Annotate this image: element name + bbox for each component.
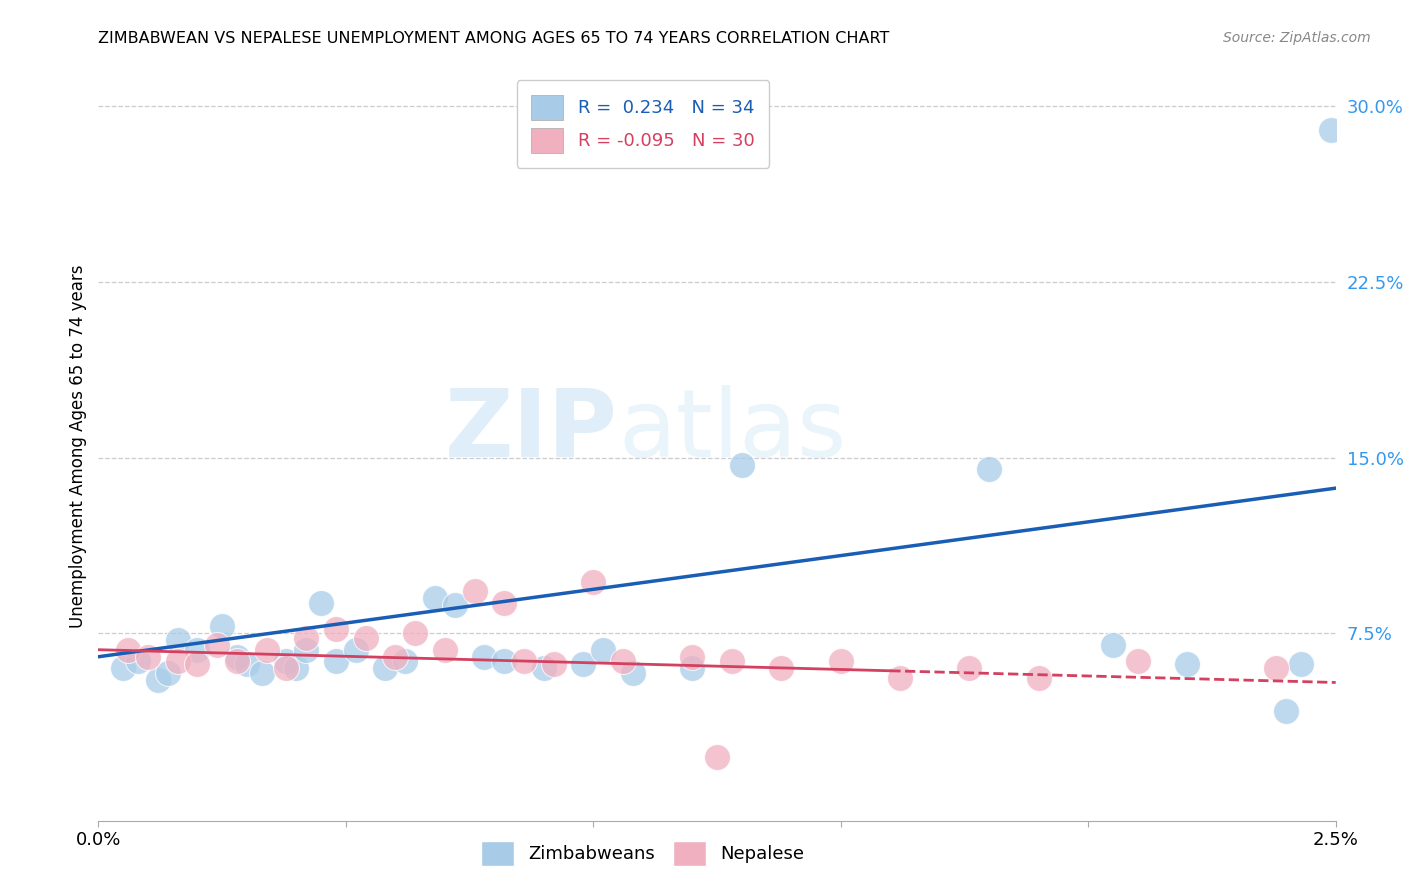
Point: [474, 649, 496, 664]
Point: [295, 642, 318, 657]
Point: [374, 661, 396, 675]
Point: [384, 649, 406, 664]
Point: [721, 655, 744, 669]
Point: [136, 649, 159, 664]
Point: [166, 655, 188, 669]
Point: [572, 657, 595, 671]
Point: [731, 458, 754, 472]
Point: [404, 626, 426, 640]
Legend: Zimbabweans, Nepalese: Zimbabweans, Nepalese: [468, 828, 817, 879]
Point: [276, 661, 298, 675]
Point: [681, 649, 703, 664]
Point: [959, 661, 981, 675]
Point: [1028, 671, 1050, 685]
Point: [117, 642, 139, 657]
Point: [1319, 123, 1341, 137]
Point: [186, 642, 208, 657]
Point: [533, 661, 555, 675]
Point: [236, 657, 259, 671]
Point: [295, 631, 318, 645]
Text: Source: ZipAtlas.com: Source: ZipAtlas.com: [1223, 31, 1371, 45]
Point: [211, 619, 233, 633]
Point: [706, 750, 728, 764]
Point: [354, 631, 377, 645]
Point: [979, 462, 1001, 476]
Point: [394, 655, 416, 669]
Point: [621, 666, 644, 681]
Point: [1175, 657, 1198, 671]
Point: [889, 671, 911, 685]
Point: [1275, 704, 1298, 718]
Point: [494, 596, 516, 610]
Text: ZIP: ZIP: [446, 385, 619, 477]
Text: atlas: atlas: [619, 385, 846, 477]
Point: [146, 673, 169, 687]
Point: [494, 655, 516, 669]
Point: [285, 661, 308, 675]
Point: [1265, 661, 1288, 675]
Point: [830, 655, 852, 669]
Point: [612, 655, 634, 669]
Point: [325, 622, 347, 636]
Point: [1289, 657, 1312, 671]
Point: [250, 666, 273, 681]
Point: [325, 655, 347, 669]
Point: [156, 666, 179, 681]
Point: [344, 642, 367, 657]
Point: [256, 642, 278, 657]
Point: [464, 584, 486, 599]
Point: [112, 661, 135, 675]
Point: [226, 655, 249, 669]
Point: [276, 655, 298, 669]
Point: [443, 598, 465, 612]
Text: ZIMBABWEAN VS NEPALESE UNEMPLOYMENT AMONG AGES 65 TO 74 YEARS CORRELATION CHART: ZIMBABWEAN VS NEPALESE UNEMPLOYMENT AMON…: [98, 31, 890, 46]
Point: [543, 657, 565, 671]
Point: [309, 596, 332, 610]
Point: [1126, 655, 1149, 669]
Point: [1102, 638, 1125, 652]
Point: [513, 655, 536, 669]
Point: [433, 642, 456, 657]
Point: [582, 574, 605, 589]
Point: [127, 655, 149, 669]
Point: [423, 591, 446, 606]
Point: [166, 633, 188, 648]
Point: [205, 638, 228, 652]
Point: [770, 661, 793, 675]
Point: [681, 661, 703, 675]
Point: [226, 649, 249, 664]
Point: [592, 642, 614, 657]
Point: [186, 657, 208, 671]
Y-axis label: Unemployment Among Ages 65 to 74 years: Unemployment Among Ages 65 to 74 years: [69, 264, 87, 628]
